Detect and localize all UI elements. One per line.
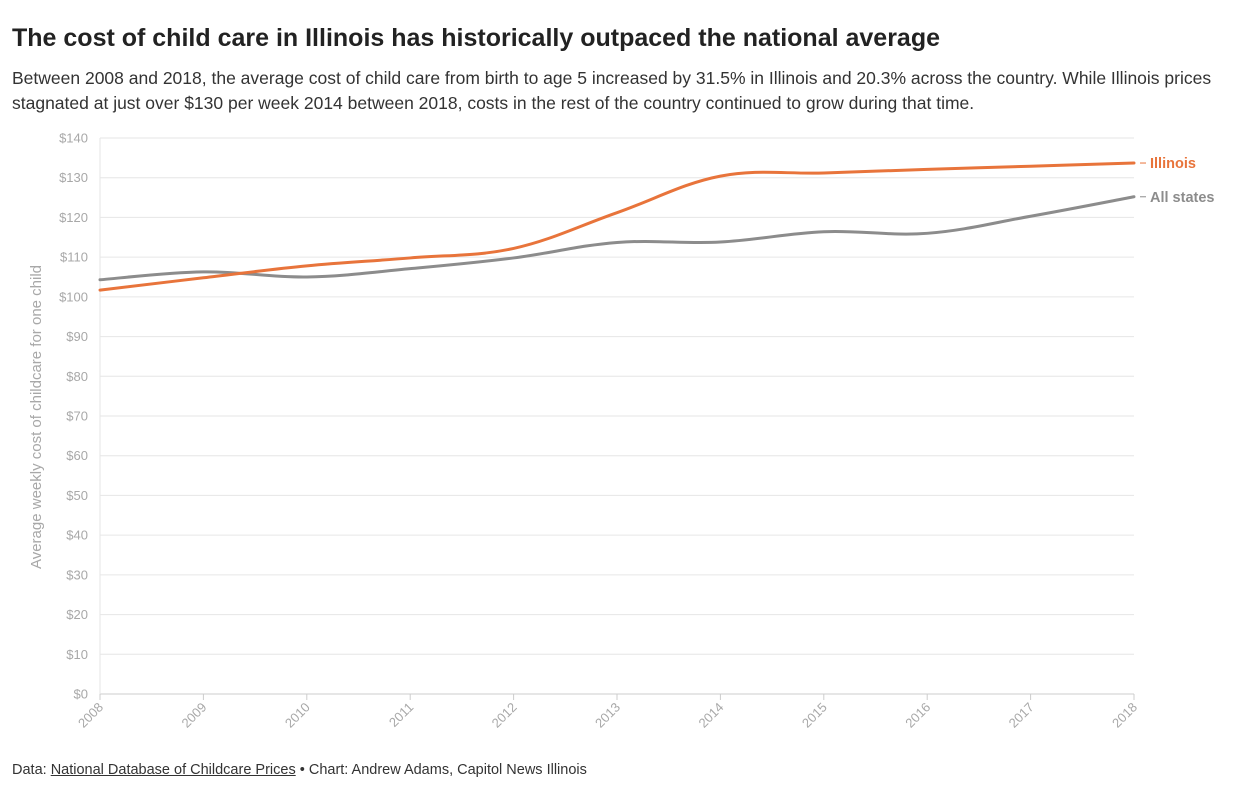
y-tick-label: $70: [66, 409, 88, 424]
y-tick-label: $30: [66, 567, 88, 582]
y-tick-label: $50: [66, 488, 88, 503]
y-axis-ticks: $0 $10 $20 $30 $40 $50 $60 $70 $80 $90 $100 $110 $12…: [59, 131, 88, 702]
y-tick-label: $100: [59, 289, 88, 304]
chart-title: The cost of child care in Illinois has h…: [12, 24, 941, 52]
series-end-label: All states: [1150, 190, 1214, 206]
series-line-illinois: [98, 161, 1136, 292]
y-tick-label: $130: [59, 170, 88, 185]
y-tick-label: $40: [66, 528, 88, 543]
y-tick-label: $0: [74, 687, 88, 702]
series-end-label: Illinois: [1150, 156, 1196, 172]
y-tick-label: $20: [66, 607, 88, 622]
x-axis-ticks: 2008 2009 2010 2011 2012 2013 2014 2015 2016 2017…: [75, 694, 1140, 731]
series-end-labels: Illinois All states: [1140, 156, 1214, 206]
data-prefix: Data:: [12, 762, 51, 778]
x-tick-label: 2013: [592, 700, 623, 731]
x-tick-label: 2012: [489, 700, 520, 731]
x-tick-label: 2014: [695, 700, 726, 731]
y-tick-label: $60: [66, 448, 88, 463]
y-tick-label: $10: [66, 647, 88, 662]
line-chart: $0 $10 $20 $30 $40 $50 $60 $70 $80 $90 $100 $110 $12…: [28, 131, 1214, 731]
y-tick-label: $90: [66, 329, 88, 344]
x-tick-label: 2011: [386, 700, 416, 730]
y-axis-label: Average weekly cost of childcare for one…: [28, 265, 45, 569]
grid-lines: [99, 137, 1134, 695]
data-source-link[interactable]: National Database of Childcare Prices: [50, 762, 296, 778]
x-tick-label: 2009: [178, 700, 209, 731]
x-tick-label: 2015: [799, 700, 830, 731]
x-tick-label: 2008: [75, 700, 106, 731]
chart-credit: Chart: Andrew Adams, Capitol News Illino…: [308, 762, 587, 778]
x-tick-label: 2016: [902, 700, 933, 731]
chart-subtitle: Between 2008 and 2018, the average cost …: [12, 68, 1212, 113]
y-tick-label: $120: [59, 210, 88, 225]
y-tick-label: $110: [60, 250, 88, 265]
x-tick-label: 2018: [1109, 700, 1140, 731]
series-lines: [98, 161, 1136, 292]
y-tick-label: $140: [59, 131, 88, 146]
footer-separator: •: [295, 762, 309, 778]
x-tick-label: 2010: [282, 700, 313, 731]
series-line-all-states: [98, 195, 1136, 282]
y-tick-label: $80: [66, 369, 88, 384]
x-tick-label: 2017: [1006, 700, 1037, 731]
footer-credits: Data: National Database of Childcare Pri…: [12, 762, 587, 778]
